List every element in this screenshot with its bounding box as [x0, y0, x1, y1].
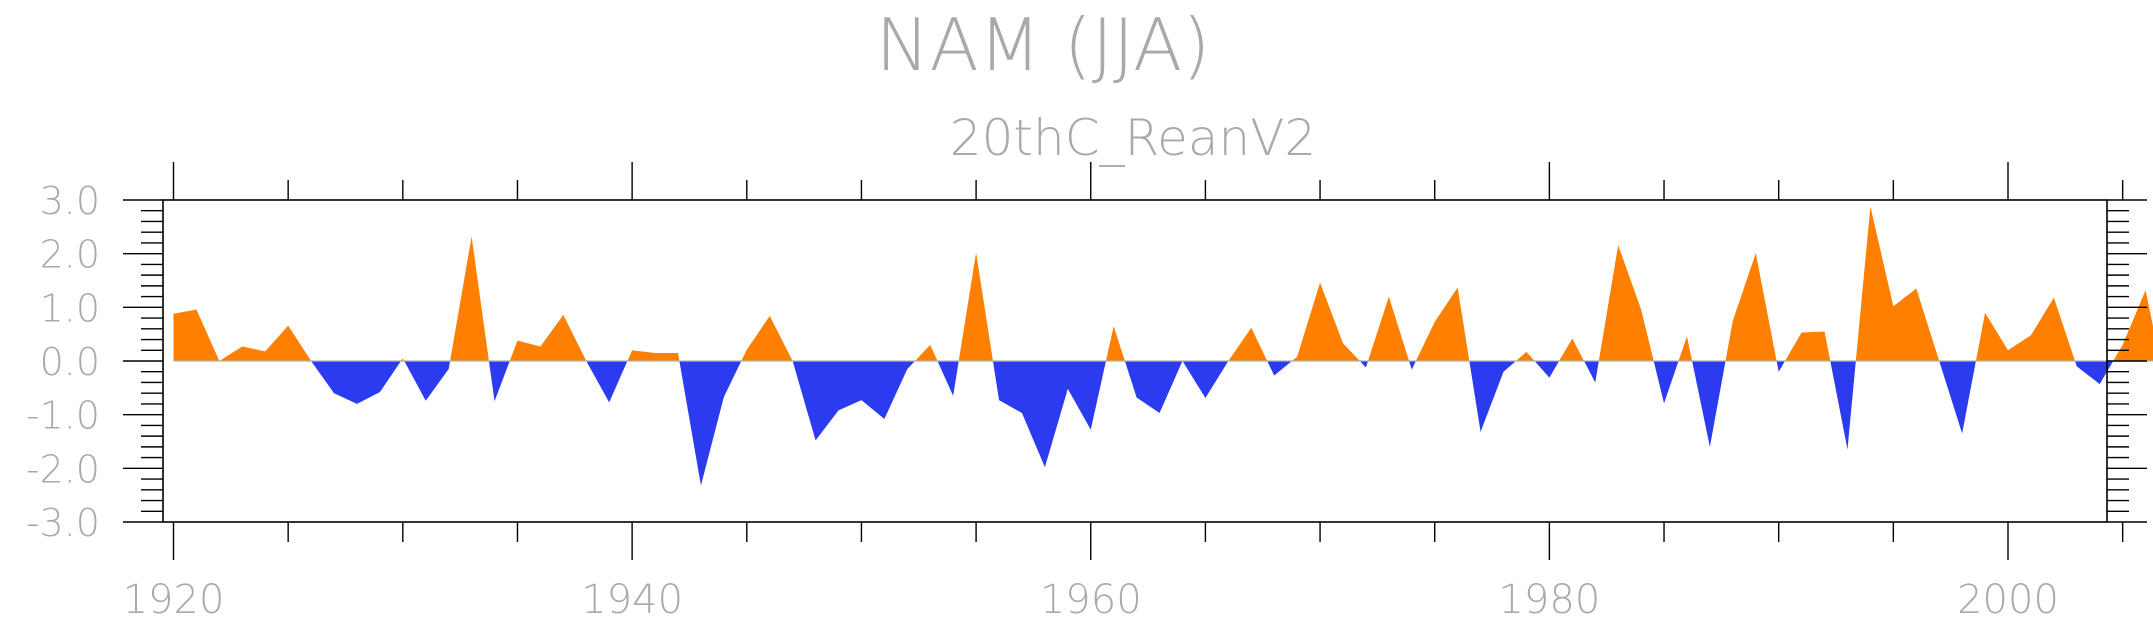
- chart-title: NAM (JJA): [876, 3, 1211, 87]
- x-tick-label: 1980: [1498, 577, 1600, 623]
- x-tick-label: 1960: [1040, 577, 1142, 623]
- x-axis-tick-labels: 1920 1940 1960 1980 2000: [123, 577, 2059, 623]
- chart-subtitle: 20thC_ReanV2: [950, 109, 1316, 167]
- y-tick-label: 2.0: [40, 233, 100, 277]
- negative-area: [173, 361, 2153, 486]
- y-tick-label: 1.0: [40, 286, 100, 330]
- x-tick-label: 2000: [1957, 577, 2059, 623]
- y-tick-label: 0.0: [40, 340, 100, 384]
- y-tick-label: -3.0: [26, 501, 100, 545]
- y-tick-label: -1.0: [26, 394, 100, 438]
- positive-area: [173, 206, 2153, 361]
- x-tick-label: 1940: [581, 577, 683, 623]
- x-tick-label: 1920: [123, 577, 225, 623]
- axis-ticks: [123, 162, 2147, 560]
- y-axis-tick-labels: 3.0 2.0 1.0 0.0 -1.0 -2.0 -3.0: [26, 179, 100, 545]
- y-tick-label: -2.0: [26, 447, 100, 491]
- y-tick-label: 3.0: [40, 179, 100, 223]
- chart-areas: [173, 206, 2153, 486]
